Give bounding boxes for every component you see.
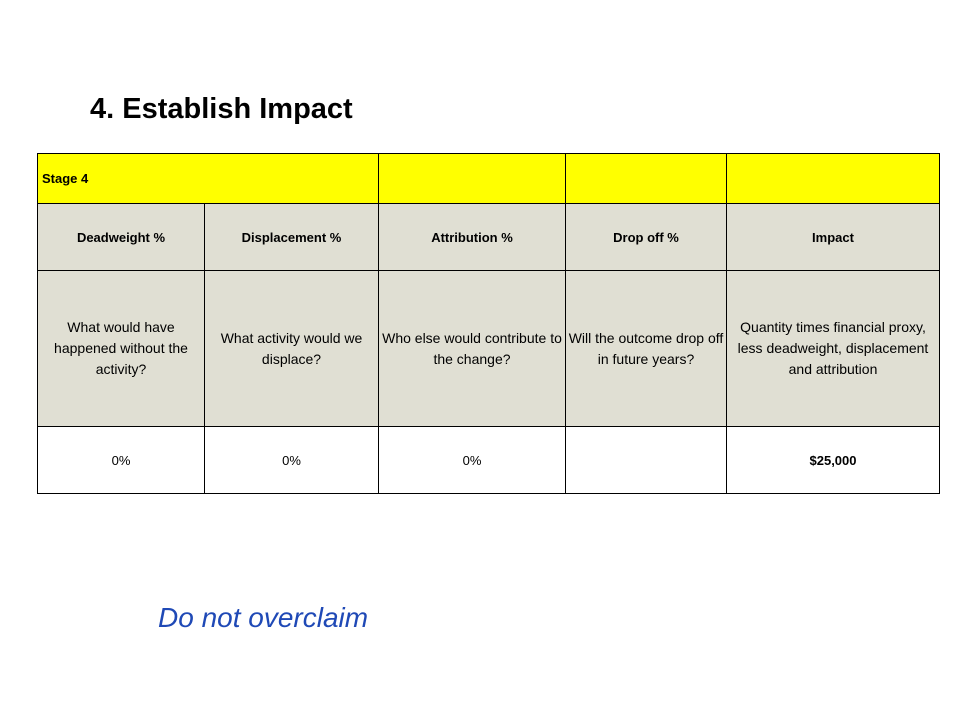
header-impact: Impact	[726, 203, 940, 271]
header-attribution: Attribution %	[378, 203, 566, 271]
description-impact: Quantity times financial proxy, less dea…	[726, 270, 940, 427]
page-title: 4. Establish Impact	[90, 93, 353, 125]
stage-row: Stage 4	[37, 153, 940, 204]
description-attribution: Who else would contribute to the change?	[378, 270, 566, 427]
value-displacement: 0%	[204, 426, 379, 494]
value-attribution: 0%	[378, 426, 566, 494]
header-deadweight: Deadweight %	[37, 203, 205, 271]
header-row: Deadweight % Displacement % Attribution …	[37, 203, 940, 271]
value-deadweight: 0%	[37, 426, 205, 494]
value-drop-off	[565, 426, 727, 494]
impact-table: Stage 4 Deadweight % Displacement % Attr…	[37, 153, 940, 494]
header-displacement: Displacement %	[204, 203, 379, 271]
footer-note: Do not overclaim	[158, 602, 369, 633]
value-impact: $25,000	[726, 426, 940, 494]
description-drop-off: Will the outcome drop off in future year…	[565, 270, 727, 427]
stage-cell-empty	[378, 153, 566, 204]
stage-label: Stage 4	[37, 153, 379, 204]
description-deadweight: What would have happened without the act…	[37, 270, 205, 427]
stage-cell-empty	[565, 153, 727, 204]
value-row: 0% 0% 0% $25,000	[37, 426, 940, 494]
description-row: What would have happened without the act…	[37, 270, 940, 427]
header-drop-off: Drop off %	[565, 203, 727, 271]
description-displacement: What activity would we displace?	[204, 270, 379, 427]
stage-cell-empty	[726, 153, 940, 204]
